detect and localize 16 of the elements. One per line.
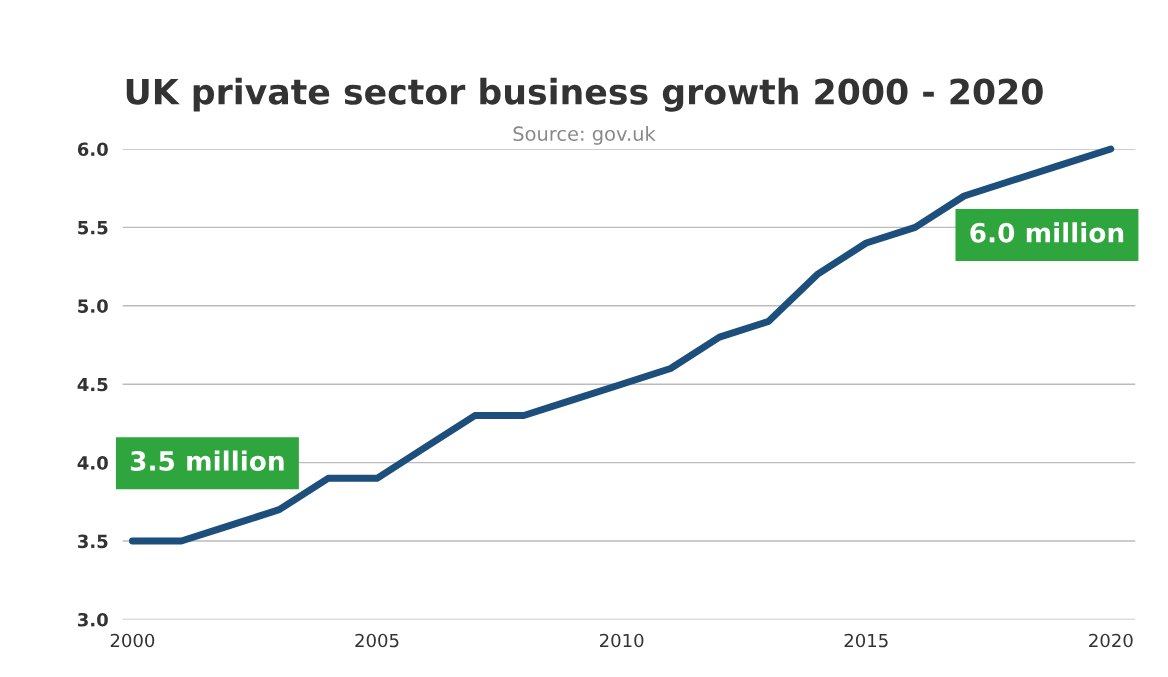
y-tick-label: 4.5 <box>77 377 108 392</box>
x-tick-label: 2010 <box>599 633 644 648</box>
annotation: 6.0 million <box>970 222 1124 243</box>
y-tick-label: 6.0 <box>77 142 108 157</box>
y-tick-label: 3.5 <box>77 534 108 549</box>
x-tick-label: 2000 <box>110 633 155 648</box>
annotation: 3.5 million <box>130 450 284 471</box>
x-tick-label: 2020 <box>1089 633 1133 648</box>
y-tick-label: 4.0 <box>77 456 108 470</box>
x-tick-label: 2005 <box>355 633 399 648</box>
chart-title: UK private sector business growth 2000 - 2020 <box>126 77 1043 112</box>
chart-subtitle: Source: gov.uk <box>513 125 656 145</box>
y-tick-label: 5.0 <box>78 299 108 313</box>
x-tick-label: 2015 <box>844 633 888 648</box>
y-tick-label: 5.5 <box>78 221 108 235</box>
y-tick-label: 3.0 <box>77 612 108 627</box>
